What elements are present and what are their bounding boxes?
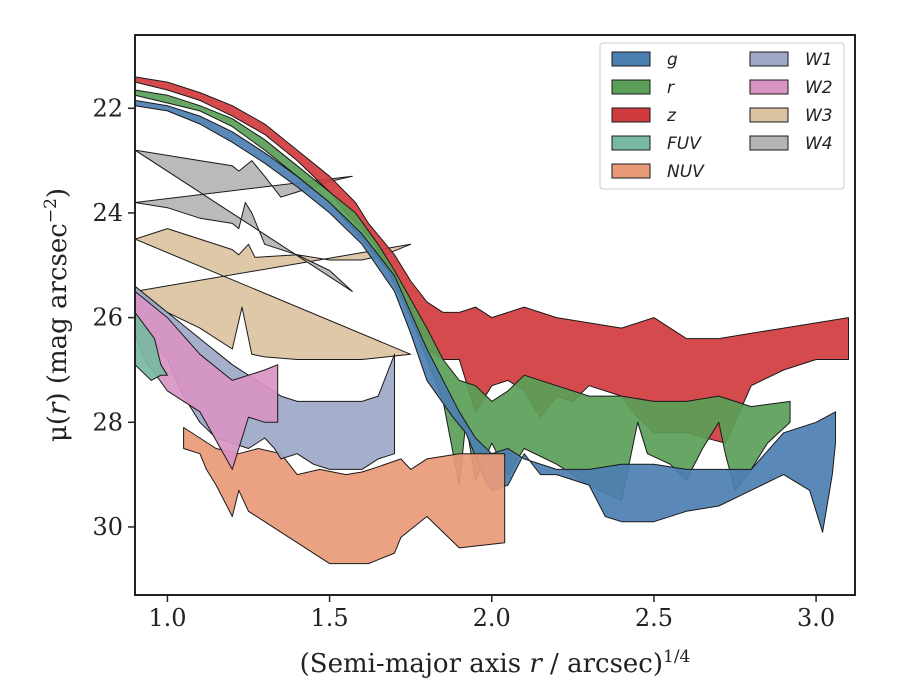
plot-frame — [134, 34, 856, 596]
legend-label-fuv: FUV — [667, 134, 702, 154]
x-tick-label: 2.5 — [635, 604, 673, 632]
legend-label-w4: W4 — [805, 134, 833, 154]
x-axis-ticks: 1.0 1.5 2.0 2.5 3.0 — [148, 595, 835, 632]
band-nuv — [183, 427, 506, 565]
legend-swatch-w1 — [749, 51, 789, 67]
y-tick-label: 30 — [92, 513, 123, 541]
legend-swatch-g — [611, 51, 651, 67]
legend-swatch-w2 — [749, 79, 789, 95]
legend-swatch-nuv — [611, 163, 651, 179]
y-axis-label: μ(r) (mag arcsec−2) — [41, 188, 73, 442]
legend-label-nuv: NUV — [667, 162, 705, 182]
legend-label-w2: W2 — [805, 78, 833, 98]
band-w3 — [135, 228, 412, 360]
legend-label-z: z — [666, 106, 677, 126]
y-axis-ticks: 22 24 26 28 30 — [92, 94, 135, 541]
legend-swatch-r — [611, 79, 651, 95]
x-axis-label: (Semi-major axis r / arcsec)1/4 — [300, 647, 691, 679]
y-tick-label: 24 — [92, 199, 123, 227]
legend-swatch-z — [611, 107, 651, 123]
y-tick-label: 28 — [92, 408, 123, 436]
legend: grz FUV NUV W1 W2 W3 W4 — [599, 42, 845, 190]
x-tick-label: 1.5 — [311, 604, 349, 632]
legend-label-r: r — [667, 78, 675, 98]
band-g — [135, 99, 836, 533]
legend-label-w3: W3 — [805, 106, 833, 126]
legend-swatch-fuv — [611, 135, 651, 151]
legend-label-w1: W1 — [805, 50, 833, 70]
profile-bands — [135, 76, 849, 565]
band-fuv — [135, 311, 168, 381]
x-tick-label: 2.0 — [473, 604, 511, 632]
x-tick-label: 3.0 — [797, 604, 835, 632]
legend-swatch-w4 — [749, 135, 789, 151]
legend-swatch-w3 — [749, 107, 789, 123]
x-tick-label: 1.0 — [148, 604, 186, 632]
y-tick-label: 26 — [92, 304, 123, 332]
y-tick-label: 22 — [92, 94, 123, 122]
legend-label-g: g — [667, 50, 678, 70]
